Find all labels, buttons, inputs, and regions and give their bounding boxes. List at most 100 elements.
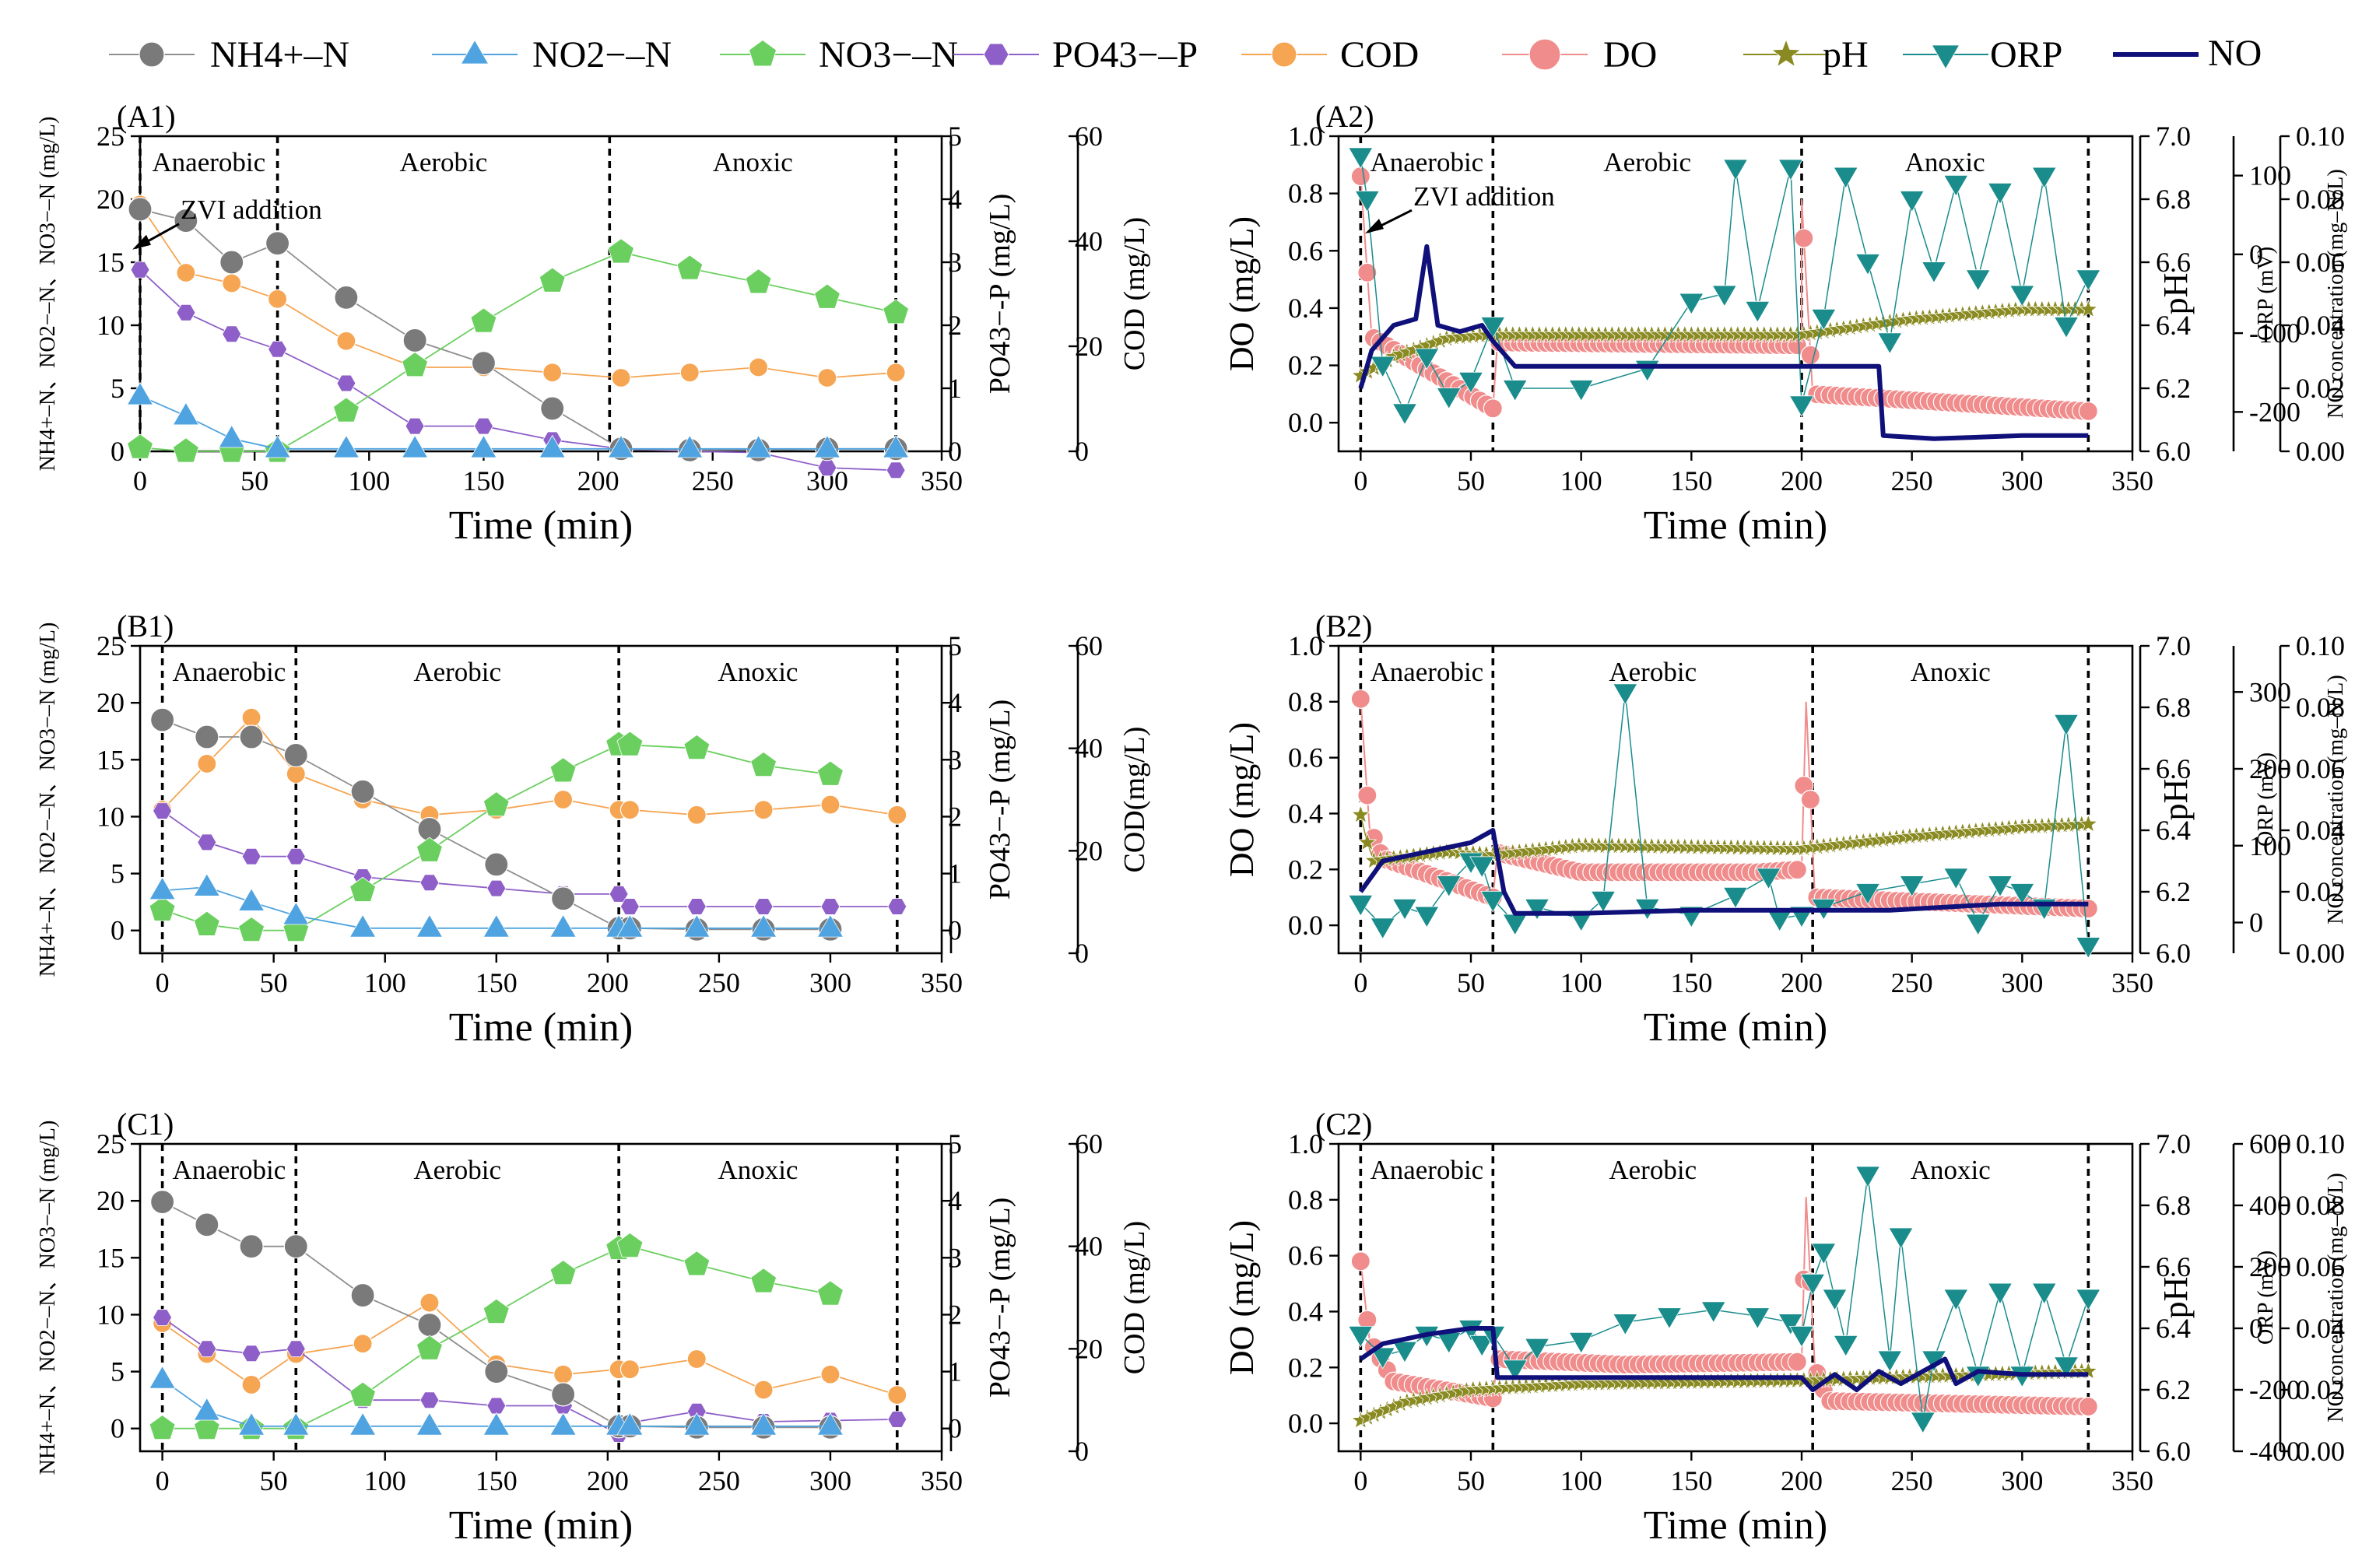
- orp-point: [1414, 348, 1440, 370]
- nh4-point: [402, 328, 427, 353]
- y-tick-label: 15: [97, 1242, 125, 1273]
- no3-point: [173, 437, 199, 463]
- y-tick-label: 0: [111, 1413, 125, 1444]
- nh4-point: [484, 1359, 509, 1384]
- series-line: [162, 1301, 898, 1396]
- x-tick-label: 0: [133, 465, 147, 496]
- orp-point: [1987, 1282, 2013, 1305]
- phase-label: Aerobic: [413, 657, 501, 687]
- series-cod: [153, 1293, 907, 1405]
- y-axis-label: DO (mg/L): [1223, 1220, 1261, 1375]
- y-tick-label: 5: [111, 858, 125, 889]
- nh4-point: [150, 1190, 175, 1215]
- y2-tick-label: 0: [948, 436, 962, 467]
- no2-point: [539, 434, 566, 458]
- x-tick-label: 300: [809, 1465, 851, 1496]
- y2-axis-label: NO concentration (mg–N/L): [2324, 1173, 2348, 1422]
- y2-axis-label: COD (mg/L): [1118, 1221, 1151, 1374]
- po4-point: [286, 1340, 306, 1358]
- orp-point: [1348, 147, 1374, 170]
- phase-label: Anoxic: [713, 147, 793, 177]
- y-tick-label: 20: [97, 1185, 125, 1216]
- x-tick-label: 250: [698, 967, 740, 998]
- no2-point: [349, 914, 377, 938]
- orp-point: [2009, 883, 2035, 905]
- x-tick-label: 50: [260, 967, 288, 998]
- no2-point: [416, 1412, 444, 1436]
- cod-point: [887, 1384, 907, 1405]
- orp-point: [1877, 332, 1903, 355]
- series-no2: [149, 873, 844, 938]
- y2-tick-label: 0: [2249, 239, 2263, 270]
- y2-tick-label: 6.4: [2156, 310, 2191, 341]
- po4-point: [686, 898, 707, 915]
- no3-point: [416, 1335, 443, 1360]
- x-tick-label: 350: [921, 465, 963, 496]
- series-line: [139, 204, 897, 379]
- po4-point: [268, 340, 288, 358]
- orp-point: [1436, 1331, 1462, 1354]
- x-axis-label: Time (min): [449, 503, 633, 548]
- orp-point: [1811, 1243, 1837, 1265]
- phase-label: Anoxic: [1905, 147, 1985, 177]
- y-tick-label: 25: [97, 121, 125, 152]
- nh4-point: [484, 852, 509, 877]
- no2-point: [416, 914, 444, 938]
- y2-tick-label: 0.04: [2296, 310, 2345, 341]
- y2-tick-label: 7.0: [2156, 630, 2191, 661]
- series-no3: [127, 238, 909, 463]
- phase-label: Anaerobic: [152, 147, 265, 177]
- y2-tick-label: 0.10: [2296, 1128, 2345, 1159]
- no3-point: [683, 1251, 711, 1276]
- y2-tick-label: 6.2: [2156, 876, 2191, 907]
- x-tick-label: 100: [1560, 967, 1602, 998]
- legend-marker: [983, 43, 1009, 66]
- no-line: [1359, 1326, 2089, 1392]
- cod-point: [817, 367, 837, 388]
- y-tick-label: 5: [111, 1356, 125, 1387]
- y2-tick-label: 2: [948, 801, 962, 832]
- y2-tick-label: 4: [948, 687, 962, 718]
- orp-point: [1469, 1335, 1495, 1357]
- do-point: [1350, 689, 1371, 709]
- y2-tick-label: 0: [948, 915, 962, 946]
- y2-tick-label: 0.00: [2296, 1436, 2345, 1467]
- legend-orp: ORP: [1903, 34, 2062, 75]
- orp-point: [1348, 1326, 1374, 1348]
- x-tick-label: 50: [1457, 465, 1485, 496]
- y-tick-label: 20: [97, 184, 125, 215]
- cod-point: [679, 363, 700, 383]
- cod-point: [886, 363, 906, 383]
- po4-point: [486, 879, 507, 897]
- y-axis-label: NH4+–N、NO2−–N、NO3−–N (mg/L): [36, 117, 60, 472]
- no3-point: [193, 1415, 220, 1440]
- y2-tick-label: 0.04: [2296, 815, 2345, 846]
- y2-tick-label: 3: [948, 1242, 962, 1273]
- do-point: [1483, 398, 1503, 419]
- cod-point: [176, 262, 196, 283]
- y2-axis-label: PO43−-P (mg/L): [984, 194, 1016, 395]
- orp-point: [1745, 300, 1771, 323]
- y-tick-label: 5: [111, 373, 125, 404]
- cod-point: [542, 363, 563, 383]
- cod-point: [887, 805, 907, 825]
- plot-frame: [1337, 1142, 2134, 1453]
- y2-tick-label: 100: [2249, 830, 2291, 861]
- y2-tick-label: 6.4: [2156, 815, 2191, 846]
- orp-point: [2076, 269, 2101, 292]
- plot-frame: [139, 135, 943, 453]
- x-tick-label: 100: [348, 465, 390, 496]
- no2-point: [172, 402, 200, 426]
- legend-po4: PO43−–P: [953, 34, 1198, 75]
- nh4-point: [128, 197, 153, 222]
- nh4-point: [265, 231, 290, 256]
- do-point: [1350, 1251, 1371, 1272]
- phase-label: Anoxic: [1911, 657, 1991, 687]
- orp-point: [1568, 380, 1594, 402]
- legend-label: PO43−–P: [1052, 34, 1198, 75]
- y2-tick-label: 6.8: [2156, 1190, 2191, 1221]
- series-line: [161, 716, 897, 816]
- orp-point: [1436, 388, 1462, 409]
- y-tick-label: 25: [97, 630, 125, 661]
